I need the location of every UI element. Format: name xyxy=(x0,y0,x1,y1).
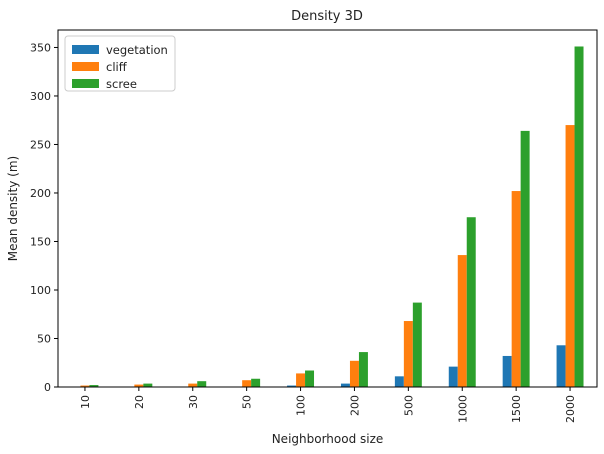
x-axis: 10 20 30 50 100 200 500 1000 1500 2000 xyxy=(79,387,577,423)
y-tick-label: 200 xyxy=(30,187,51,200)
legend-swatch-scree xyxy=(72,79,99,88)
bar-cliff-2000 xyxy=(565,125,575,387)
legend-swatch-cliff xyxy=(72,62,99,71)
y-tick-label: 150 xyxy=(30,235,51,248)
bar-vegetation-100 xyxy=(287,385,297,387)
x-tick-label: 100 xyxy=(295,395,308,416)
bar-cliff-10 xyxy=(80,385,90,387)
bar-scree-200 xyxy=(358,352,368,387)
bar-cliff-30 xyxy=(188,383,198,387)
bar-cliff-1000 xyxy=(457,255,467,387)
x-axis-label: Neighborhood size xyxy=(272,432,384,446)
bar-cliff-200 xyxy=(349,360,359,387)
legend-label-vegetation: vegetation xyxy=(106,43,168,57)
bars-group xyxy=(71,46,584,388)
bar-vegetation-1500 xyxy=(502,355,512,387)
bar-vegetation-200 xyxy=(340,383,350,387)
y-tick-label: 0 xyxy=(44,381,51,394)
y-axis: 0 50 100 150 200 250 300 350 xyxy=(30,41,58,394)
legend-label-cliff: cliff xyxy=(106,60,128,74)
bar-scree-20 xyxy=(143,383,153,387)
x-tick-label: 30 xyxy=(187,395,200,409)
x-tick-label: 20 xyxy=(133,395,146,409)
bar-cliff-500 xyxy=(403,321,413,387)
chart-title: Density 3D xyxy=(291,9,363,24)
legend-label-scree: scree xyxy=(106,77,137,91)
y-tick-label: 50 xyxy=(37,332,51,345)
bar-scree-30 xyxy=(197,381,207,387)
y-tick-label: 100 xyxy=(30,284,51,297)
bar-vegetation-1000 xyxy=(448,366,458,387)
x-tick-label: 200 xyxy=(348,395,361,416)
y-axis-label: Mean density (m) xyxy=(6,156,20,261)
legend-swatch-vegetation xyxy=(72,45,99,54)
bar-scree-10 xyxy=(89,385,99,387)
x-tick-label: 1000 xyxy=(456,395,469,423)
bar-vegetation-2000 xyxy=(556,345,566,387)
x-tick-label: 1500 xyxy=(510,395,523,423)
x-tick-label: 10 xyxy=(79,395,92,409)
bar-cliff-100 xyxy=(296,373,306,387)
bar-scree-100 xyxy=(305,370,315,387)
y-tick-label: 300 xyxy=(30,90,51,103)
bar-scree-2000 xyxy=(574,46,584,388)
bar-scree-500 xyxy=(412,302,422,387)
x-tick-label: 2000 xyxy=(564,395,577,423)
y-tick-label: 250 xyxy=(30,138,51,151)
bar-vegetation-500 xyxy=(394,376,404,387)
legend: vegetation cliff scree xyxy=(64,35,176,92)
bar-cliff-1500 xyxy=(511,191,521,387)
bar-scree-1000 xyxy=(466,217,476,387)
axes-frame xyxy=(57,29,598,388)
bar-cliff-20 xyxy=(134,384,144,387)
bar-scree-1500 xyxy=(520,130,530,387)
x-tick-label: 50 xyxy=(241,395,254,409)
bar-scree-50 xyxy=(251,378,261,387)
bar-cliff-50 xyxy=(242,380,252,387)
x-tick-label: 500 xyxy=(402,395,415,416)
y-tick-label: 350 xyxy=(30,41,51,54)
